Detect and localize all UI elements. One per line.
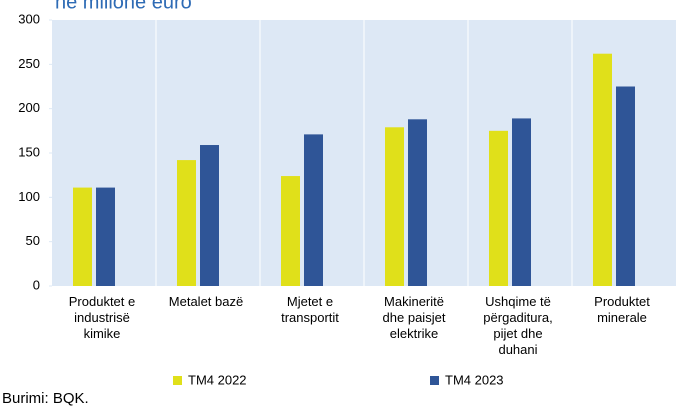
- bar: [616, 86, 635, 286]
- bar: [593, 53, 612, 287]
- x-tick-label-line: pijet dhe: [493, 326, 542, 341]
- x-tick-label-line: transportit: [281, 310, 339, 325]
- source: Burimi: BQK.: [2, 390, 89, 407]
- x-tick-label-line: duhani: [498, 342, 537, 357]
- bar: [200, 145, 219, 286]
- x-tick-label-line: industrisë: [74, 310, 130, 325]
- x-tick-label-line: dhe paisjet: [383, 310, 446, 325]
- chart-title: në milionë euro: [55, 0, 192, 13]
- y-tick-label: 0: [33, 277, 40, 292]
- x-tick-label: Produktet minerale: [594, 294, 650, 325]
- legend-swatch: [173, 376, 182, 385]
- bar: [489, 130, 508, 286]
- bar: [281, 176, 300, 286]
- bar: [408, 119, 427, 286]
- x-tick-label-line: Produktet e: [69, 294, 136, 309]
- y-tick-label: 250: [18, 56, 40, 71]
- x-tick-label-line: minerale: [597, 310, 647, 325]
- x-tick-label: Mjetet e transportit: [281, 294, 339, 325]
- x-tick-label-line: Produktet: [594, 294, 650, 309]
- y-tick-label: 100: [18, 189, 40, 204]
- x-tick-label-line: Metalet bazë: [169, 294, 243, 309]
- bar: [512, 118, 531, 286]
- x-tick-label-line: Mjetet e: [287, 294, 333, 309]
- x-tick-label-line: Ushqime të: [485, 294, 551, 309]
- legend-label: TM4 2023: [445, 372, 504, 387]
- y-tick-label: 50: [26, 233, 40, 248]
- y-tick-label: 200: [18, 100, 40, 115]
- x-tick-label: Ushqime të përgaditura, pijet dhe duhani: [483, 294, 552, 357]
- legend-swatch: [430, 376, 439, 385]
- bar: [385, 127, 404, 286]
- x-tick-label: Makineritë dhe paisjet elektrike: [383, 294, 446, 341]
- y-tick-label: 150: [18, 144, 40, 159]
- x-tick-label-line: elektrike: [390, 326, 438, 341]
- x-tick-label: Produktet e industrisë kimike: [69, 294, 136, 341]
- x-tick-label: Metalet bazë: [169, 294, 243, 309]
- bar: [73, 187, 92, 286]
- x-tick-label-line: kimike: [84, 326, 121, 341]
- bar: [96, 187, 115, 286]
- x-tick-label-line: Makineritë: [384, 294, 444, 309]
- bar: [304, 134, 323, 286]
- y-tick-label: 300: [18, 11, 40, 26]
- bar: [177, 160, 196, 286]
- legend-label: TM4 2022: [188, 372, 247, 387]
- x-tick-label-line: përgaditura,: [483, 310, 552, 325]
